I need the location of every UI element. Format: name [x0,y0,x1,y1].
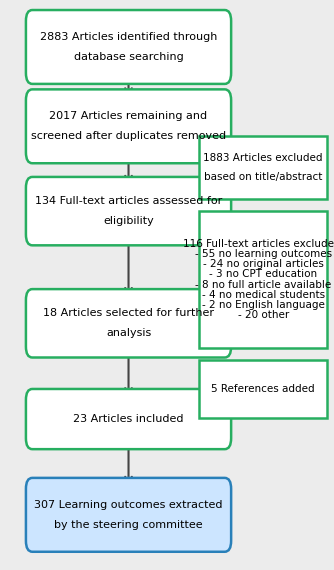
Text: 18 Articles selected for further: 18 Articles selected for further [43,308,214,319]
FancyBboxPatch shape [199,136,327,199]
Text: - 55 no learning outcomes: - 55 no learning outcomes [195,249,332,259]
Text: - 3 no CPT education: - 3 no CPT education [209,270,317,279]
Text: eligibility: eligibility [103,216,154,226]
FancyBboxPatch shape [199,211,327,348]
Text: database searching: database searching [74,52,183,62]
Text: 307 Learning outcomes extracted: 307 Learning outcomes extracted [34,500,223,510]
FancyBboxPatch shape [26,478,231,552]
Text: 2883 Articles identified through: 2883 Articles identified through [40,32,217,42]
Text: 5 References added: 5 References added [211,384,315,394]
Text: 1883 Articles excluded: 1883 Articles excluded [203,153,323,162]
FancyBboxPatch shape [26,289,231,357]
Text: based on title/abstract: based on title/abstract [204,172,322,182]
Text: by the steering committee: by the steering committee [54,520,203,530]
Text: - 4 no medical students: - 4 no medical students [202,290,325,300]
Text: 23 Articles included: 23 Articles included [73,414,184,424]
Text: - 20 other: - 20 other [237,310,289,320]
Text: 116 Full-text articles excluded:: 116 Full-text articles excluded: [183,239,334,249]
Text: 134 Full-text articles assessed for: 134 Full-text articles assessed for [35,196,222,206]
FancyBboxPatch shape [26,10,231,84]
FancyBboxPatch shape [26,389,231,449]
Text: screened after duplicates removed: screened after duplicates removed [31,131,226,141]
Text: - 2 no English language: - 2 no English language [202,300,325,310]
FancyBboxPatch shape [26,89,231,163]
FancyBboxPatch shape [26,177,231,245]
Text: analysis: analysis [106,328,151,338]
Text: 2017 Articles remaining and: 2017 Articles remaining and [49,112,208,121]
Text: - 24 no original articles: - 24 no original articles [203,259,324,269]
Text: - 8 no full article available: - 8 no full article available [195,280,331,290]
FancyBboxPatch shape [199,360,327,418]
